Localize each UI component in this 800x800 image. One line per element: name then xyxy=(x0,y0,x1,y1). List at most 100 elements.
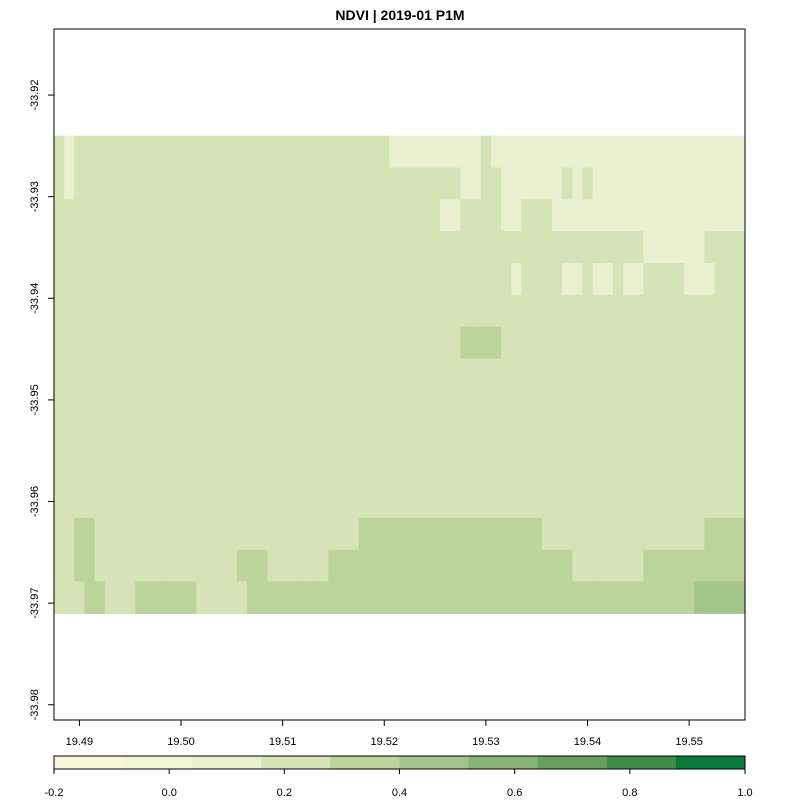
raster-cell xyxy=(714,326,726,360)
raster-cell xyxy=(572,485,584,519)
raster-cell xyxy=(84,231,96,264)
raster-cell xyxy=(551,358,563,392)
raster-cell xyxy=(338,135,350,169)
raster-cell xyxy=(490,231,502,264)
raster-cell xyxy=(480,199,492,232)
raster-cell xyxy=(562,294,573,328)
raster-cell xyxy=(521,263,533,296)
raster-cell xyxy=(216,326,228,360)
raster-cell xyxy=(653,390,665,423)
colorbar-tick-label: 0.6 xyxy=(507,787,522,799)
colorbar-swatch xyxy=(54,756,124,769)
raster-cell xyxy=(551,485,563,519)
raster-cell xyxy=(460,422,472,455)
raster-cell xyxy=(206,167,218,200)
colorbar-swatch xyxy=(192,756,262,769)
raster-cell xyxy=(501,358,512,392)
raster-cell xyxy=(450,231,462,264)
raster-cell xyxy=(450,358,462,392)
raster-cell xyxy=(694,358,705,392)
raster-cell xyxy=(663,581,675,614)
raster-cell xyxy=(501,199,512,232)
raster-cell xyxy=(287,167,299,200)
raster-cell xyxy=(653,199,665,232)
raster-cell xyxy=(521,549,533,583)
raster-cell xyxy=(694,549,705,583)
raster-cell xyxy=(54,294,65,328)
raster-cell xyxy=(328,485,340,519)
raster-cell xyxy=(490,454,502,487)
raster-cell xyxy=(633,199,644,232)
raster-cell xyxy=(145,199,157,232)
raster-cell xyxy=(54,422,65,455)
raster-cell xyxy=(582,294,594,328)
raster-cell xyxy=(114,581,126,614)
raster-cell xyxy=(155,263,167,296)
raster-cell xyxy=(663,454,675,487)
raster-cell xyxy=(643,549,655,583)
raster-cell xyxy=(114,326,126,360)
raster-cell xyxy=(145,422,157,455)
raster-cell xyxy=(165,390,177,423)
raster-cell xyxy=(714,167,726,200)
raster-cell xyxy=(419,326,431,360)
raster-cell xyxy=(409,263,421,296)
raster-cell xyxy=(155,135,167,169)
raster-cell xyxy=(582,326,594,360)
raster-cell xyxy=(186,294,197,328)
raster-cell xyxy=(308,294,319,328)
raster-cell xyxy=(328,294,340,328)
raster-cell xyxy=(379,581,390,614)
raster-cell xyxy=(328,549,340,583)
raster-cell xyxy=(684,485,695,519)
raster-cell xyxy=(247,358,258,392)
raster-cell xyxy=(704,390,716,423)
raster-cell xyxy=(409,581,421,614)
raster-cell xyxy=(247,135,258,169)
raster-cell xyxy=(94,135,106,169)
raster-cell xyxy=(318,358,329,392)
raster-cell xyxy=(704,454,716,487)
raster-cell xyxy=(318,326,329,360)
raster-cell xyxy=(297,199,309,232)
raster-cell xyxy=(734,231,746,264)
raster-cell xyxy=(297,422,309,455)
raster-cell xyxy=(267,485,279,519)
raster-cell xyxy=(257,549,268,583)
raster-cell xyxy=(714,517,726,551)
raster-cell xyxy=(551,517,563,551)
raster-cell xyxy=(684,517,695,551)
raster-cell xyxy=(551,581,563,614)
raster-cell xyxy=(379,294,390,328)
raster-cell xyxy=(623,549,634,583)
raster-cell xyxy=(369,517,380,551)
raster-cell xyxy=(612,199,624,232)
y-tick-label: -33.95 xyxy=(29,384,41,415)
raster-cell xyxy=(724,263,736,296)
raster-cell xyxy=(297,135,309,169)
raster-cell xyxy=(389,517,401,551)
raster-cell xyxy=(369,581,380,614)
raster-cell xyxy=(409,517,421,551)
raster-cell xyxy=(175,135,187,169)
raster-cell xyxy=(297,294,309,328)
raster-cell xyxy=(74,263,86,296)
raster-cell xyxy=(663,294,675,328)
raster-cell xyxy=(125,326,136,360)
colorbar-tick-label: -0.2 xyxy=(45,787,64,799)
raster-cell xyxy=(236,454,248,487)
raster-cell xyxy=(287,199,299,232)
raster-cell xyxy=(348,454,360,487)
raster-cell xyxy=(125,581,136,614)
colorbar-tick-label: 1.0 xyxy=(737,787,752,799)
raster-cell xyxy=(379,422,390,455)
raster-cell xyxy=(551,454,563,487)
raster-cell xyxy=(704,422,716,455)
raster-cell xyxy=(704,199,716,232)
raster-cell xyxy=(653,581,665,614)
raster-cell xyxy=(480,390,492,423)
raster-cell xyxy=(247,422,258,455)
raster-cell xyxy=(684,358,695,392)
raster-cell xyxy=(338,549,350,583)
raster-cell xyxy=(490,517,502,551)
